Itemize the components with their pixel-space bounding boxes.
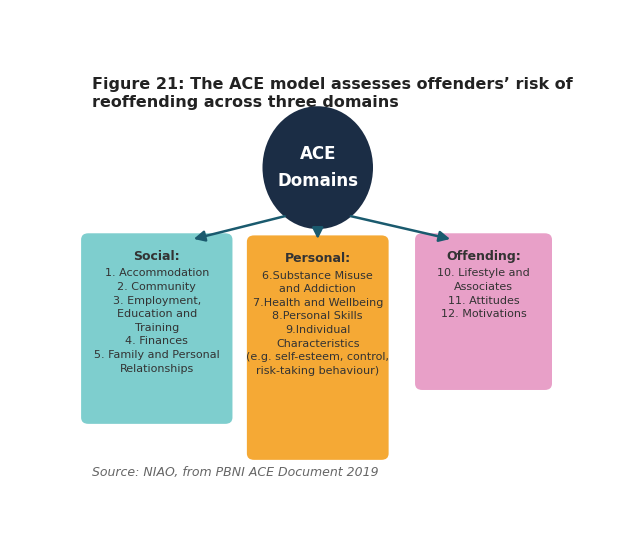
Text: Source: NIAO, from PBNI ACE Document 2019: Source: NIAO, from PBNI ACE Document 201…: [92, 466, 379, 479]
Text: Offending:: Offending:: [446, 250, 521, 263]
Text: Figure 21: The ACE model assesses offenders’ risk of
reoffending across three do: Figure 21: The ACE model assesses offend…: [92, 76, 573, 110]
FancyBboxPatch shape: [81, 233, 232, 424]
Text: 6.Substance Misuse
and Addiction
7.Health and Wellbeing
8.Personal Skills
9.Indi: 6.Substance Misuse and Addiction 7.Healt…: [246, 271, 389, 376]
Ellipse shape: [262, 106, 373, 229]
Text: Personal:: Personal:: [285, 252, 351, 265]
FancyBboxPatch shape: [247, 235, 389, 460]
Text: 10. Lifestyle and
Associates
11. Attitudes
12. Motivations: 10. Lifestyle and Associates 11. Attitud…: [437, 268, 530, 319]
FancyBboxPatch shape: [415, 233, 552, 390]
Text: 1. Accommodation
2. Community
3. Employment,
Education and
Training
4. Finances
: 1. Accommodation 2. Community 3. Employm…: [94, 268, 219, 373]
Text: ACE
Domains: ACE Domains: [277, 145, 358, 190]
Text: Social:: Social:: [133, 250, 180, 263]
